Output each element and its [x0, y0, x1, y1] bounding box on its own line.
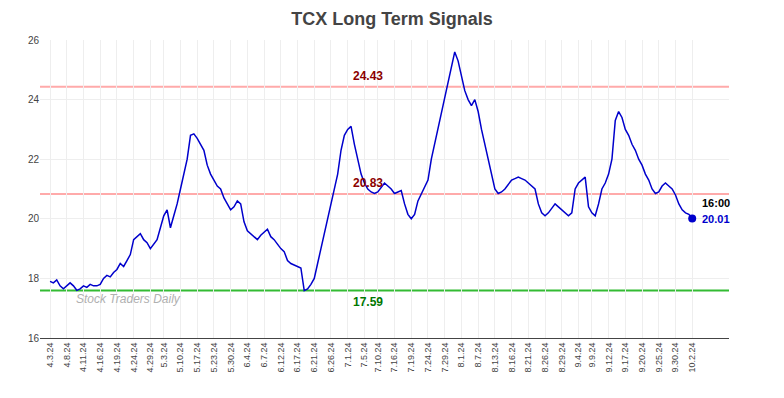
svg-text:6.12.24: 6.12.24	[276, 343, 286, 373]
svg-text:8.16.24: 8.16.24	[507, 343, 517, 373]
svg-text:7.24.24: 7.24.24	[423, 343, 433, 373]
svg-text:9.12.24: 9.12.24	[604, 343, 614, 373]
svg-text:4.29.24: 4.29.24	[145, 343, 155, 373]
svg-text:10.2.24: 10.2.24	[687, 343, 697, 373]
svg-text:8.26.24: 8.26.24	[540, 343, 550, 373]
svg-text:18: 18	[28, 273, 40, 284]
svg-text:4.16.24: 4.16.24	[95, 343, 105, 373]
svg-text:8.21.24: 8.21.24	[523, 343, 533, 373]
svg-text:4.8.24: 4.8.24	[62, 343, 72, 368]
svg-text:7.1.24: 7.1.24	[343, 343, 353, 368]
svg-text:7.29.24: 7.29.24	[440, 343, 450, 373]
svg-text:4.24.24: 4.24.24	[129, 343, 139, 373]
svg-text:16: 16	[28, 333, 40, 344]
svg-text:9.17.24: 9.17.24	[620, 343, 630, 373]
svg-text:7.16.24: 7.16.24	[389, 343, 399, 373]
svg-text:26: 26	[28, 35, 40, 46]
svg-text:9.20.24: 9.20.24	[637, 343, 647, 373]
svg-text:8.1.24: 8.1.24	[456, 343, 466, 368]
svg-text:4.19.24: 4.19.24	[112, 343, 122, 373]
svg-text:5.10.24: 5.10.24	[175, 343, 185, 373]
svg-text:20: 20	[28, 213, 40, 224]
svg-text:4.3.24: 4.3.24	[45, 343, 55, 368]
svg-text:8.13.24: 8.13.24	[490, 343, 500, 373]
svg-text:8.7.24: 8.7.24	[473, 343, 483, 368]
svg-text:17.59: 17.59	[353, 295, 383, 309]
svg-text:6.7.24: 6.7.24	[259, 343, 269, 368]
svg-text:5.30.24: 5.30.24	[226, 343, 236, 373]
svg-text:24.43: 24.43	[353, 69, 383, 83]
svg-text:20.01: 20.01	[702, 213, 730, 225]
svg-text:TCX Long Term Signals: TCX Long Term Signals	[291, 9, 493, 29]
svg-text:5.17.24: 5.17.24	[192, 343, 202, 373]
svg-text:6.26.24: 6.26.24	[326, 343, 336, 373]
svg-text:Stock Traders Daily: Stock Traders Daily	[76, 292, 181, 306]
svg-text:6.21.24: 6.21.24	[309, 343, 319, 373]
svg-text:9.4.24: 9.4.24	[573, 343, 583, 368]
svg-text:9.25.24: 9.25.24	[654, 343, 664, 373]
svg-text:4.11.24: 4.11.24	[78, 343, 88, 372]
svg-text:6.4.24: 6.4.24	[242, 343, 252, 368]
svg-text:5.3.24: 5.3.24	[159, 343, 169, 368]
svg-text:9.9.24: 9.9.24	[587, 343, 597, 368]
svg-text:8.29.24: 8.29.24	[557, 343, 567, 373]
svg-text:9.30.24: 9.30.24	[670, 343, 680, 373]
svg-text:7.10.24: 7.10.24	[373, 343, 383, 373]
svg-text:7.5.24: 7.5.24	[359, 343, 369, 368]
svg-text:22: 22	[28, 154, 40, 165]
svg-text:5.23.24: 5.23.24	[209, 343, 219, 373]
svg-text:20.83: 20.83	[353, 176, 383, 190]
svg-text:16:00: 16:00	[702, 197, 730, 209]
svg-text:24: 24	[28, 94, 40, 105]
svg-text:6.17.24: 6.17.24	[292, 343, 302, 373]
svg-text:7.19.24: 7.19.24	[406, 343, 416, 373]
